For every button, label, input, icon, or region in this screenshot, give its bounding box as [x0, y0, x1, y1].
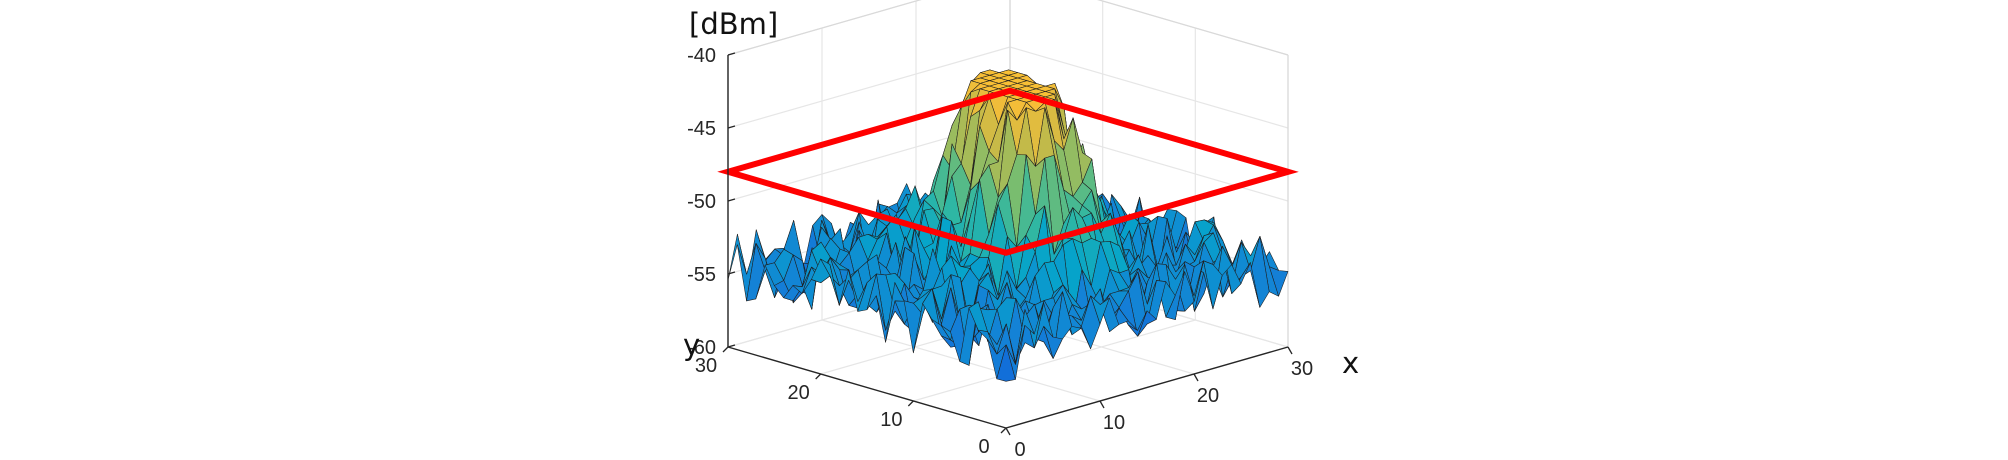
z-tick-label: -50: [687, 191, 716, 213]
y-tick-label: 10: [880, 409, 902, 431]
x-tick-label: 20: [1197, 385, 1219, 407]
threshold-layer: [717, 87, 1299, 256]
x-tick-label: 10: [1103, 412, 1125, 434]
z-tick: [727, 52, 736, 56]
x-tick-label: 30: [1291, 358, 1313, 380]
y-tick: [815, 373, 822, 380]
z-tick-label: -40: [687, 45, 716, 67]
box-top-back-x: [727, 0, 922, 56]
z-tick: [727, 125, 736, 129]
y-tick-label: 20: [788, 382, 810, 404]
z-tick-label: -60: [687, 337, 716, 359]
z-axis-label: [dBm]: [689, 7, 778, 41]
y-tick-label: 30: [695, 355, 717, 377]
x-tick: [1005, 427, 1011, 436]
box-top-back-y: [1097, 0, 1289, 56]
grid-line-z-back-y: [1097, 0, 1289, 56]
y-axis-label: y: [683, 328, 700, 362]
grid-line-z-back-y: [1009, 46, 1289, 129]
y-tick-label: 0: [978, 436, 989, 458]
x-axis-label: x: [1342, 346, 1359, 380]
label-layer: [dBm] x y: [683, 7, 1359, 380]
y-axis-line: [727, 346, 1007, 429]
threshold-plane-outline: [717, 87, 1299, 256]
y-tick: [907, 400, 914, 407]
x-tick-label: 0: [1014, 439, 1025, 460]
surface-cell: [996, 344, 1016, 382]
z-tick: [727, 271, 736, 275]
surface-layer: [727, 69, 1289, 382]
x-axis-line: [1005, 346, 1289, 429]
x-tick: [1193, 373, 1199, 382]
x-tick: [1287, 346, 1293, 355]
z-tick-label: -55: [687, 264, 716, 286]
grid-line-z-back-x: [727, 46, 1011, 129]
x-tick: [1099, 400, 1105, 409]
y-tick: [1000, 427, 1007, 434]
z-tick-label: -45: [687, 118, 716, 140]
z-tick: [727, 344, 736, 348]
floor-grid-y: [913, 319, 1196, 402]
z-tick: [727, 198, 736, 202]
y-tick: [722, 346, 729, 353]
